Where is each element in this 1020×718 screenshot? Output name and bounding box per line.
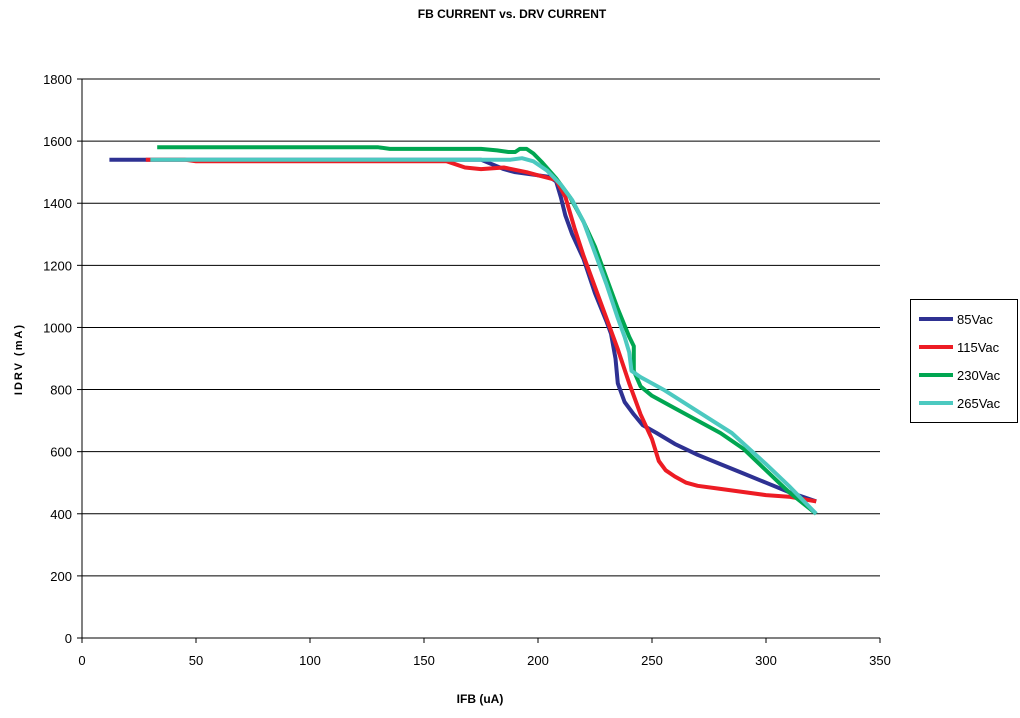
series-lines bbox=[109, 145, 818, 516]
y-tick-label-800: 800 bbox=[50, 383, 72, 398]
legend-label-85vac: 85Vac bbox=[957, 311, 993, 327]
x-axis-label: IFB (uA) bbox=[457, 692, 504, 706]
x-tick-label-200: 200 bbox=[527, 653, 549, 668]
grid-lines bbox=[82, 78, 880, 577]
series-line-115vac bbox=[145, 157, 817, 504]
x-tick-label-50: 50 bbox=[189, 653, 203, 668]
legend-item-115vac: 115Vac bbox=[919, 337, 999, 357]
y-tick-label-400: 400 bbox=[50, 507, 72, 522]
x-tick-label-300: 300 bbox=[755, 653, 777, 668]
y-tick-label-200: 200 bbox=[50, 569, 72, 584]
legend-label-230vac: 230Vac bbox=[957, 367, 1001, 383]
chart-title: FB CURRENT vs. DRV CURRENT bbox=[418, 7, 607, 21]
y-axis-label: IDRV (mA) bbox=[13, 323, 25, 395]
legend-label-265vac: 265Vac bbox=[957, 395, 1001, 411]
series-line-265vac bbox=[150, 156, 818, 516]
x-tick-label-0: 0 bbox=[78, 653, 85, 668]
legend-label-115vac: 115Vac bbox=[957, 339, 1000, 355]
y-tick-label-1200: 1200 bbox=[43, 258, 72, 273]
series-line-230vac bbox=[157, 145, 818, 516]
legend-swatch-115vac bbox=[919, 345, 953, 349]
legend-swatch-265vac bbox=[919, 401, 953, 405]
legend-swatch-230vac bbox=[919, 373, 953, 377]
y-tick-label-1800: 1800 bbox=[43, 72, 72, 87]
y-tick-label-600: 600 bbox=[50, 445, 72, 460]
x-tick-label-100: 100 bbox=[299, 653, 321, 668]
y-tick-label-1000: 1000 bbox=[43, 320, 72, 335]
y-tick-label-0: 0 bbox=[65, 631, 72, 646]
y-tick-label-1600: 1600 bbox=[43, 134, 72, 149]
x-tick-label-350: 350 bbox=[869, 653, 891, 668]
axes: 0 200 400 600 800 1000 1200 1400 1600 1800 0 50 100 1… bbox=[43, 72, 891, 668]
legend-item-85vac: 85Vac bbox=[919, 309, 993, 329]
legend-swatch-85vac bbox=[919, 317, 953, 321]
x-tick-label-150: 150 bbox=[413, 653, 435, 668]
legend: 85Vac 115Vac 230Vac 265Vac bbox=[910, 299, 1018, 423]
series-line-85vac bbox=[109, 157, 817, 504]
legend-item-230vac: 230Vac bbox=[919, 365, 1000, 385]
x-tick-label-250: 250 bbox=[641, 653, 663, 668]
legend-item-265vac: 265Vac bbox=[919, 393, 1000, 413]
y-tick-label-1400: 1400 bbox=[43, 196, 72, 211]
